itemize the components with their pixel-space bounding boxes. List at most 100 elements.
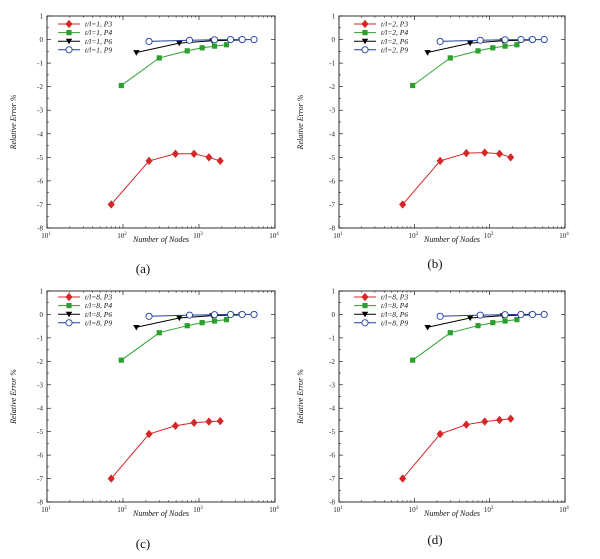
- legend-label: t/l=8, P9: [85, 318, 112, 327]
- data-point: [540, 36, 548, 44]
- series-line: [402, 152, 511, 205]
- data-point: [226, 36, 235, 44]
- x-tick-exponent: 4: [566, 232, 569, 237]
- data-point: [410, 82, 416, 89]
- data-point: [205, 153, 213, 162]
- y-tick-label: 1: [40, 13, 44, 21]
- plot-frame: [46, 290, 276, 503]
- y-tick-label: -2: [329, 83, 335, 91]
- y-tick-label: -7: [37, 201, 43, 209]
- y-axis-label: Relative Error %: [296, 369, 305, 425]
- data-point: [118, 82, 124, 89]
- y-tick-label: -5: [329, 154, 335, 162]
- x-tick-exponent: 2: [124, 232, 127, 237]
- x-tick-label: 103: [193, 506, 203, 514]
- data-point: [436, 312, 444, 320]
- legend-marker: [65, 46, 73, 54]
- series-square: [118, 317, 230, 363]
- x-tick-exponent: 3: [491, 232, 494, 237]
- data-point: [481, 417, 489, 426]
- data-point: [133, 324, 140, 331]
- y-tick-label: -5: [37, 428, 43, 436]
- x-tick-exponent: 2: [124, 506, 127, 511]
- data-point: [250, 310, 258, 318]
- series-circle: [436, 36, 548, 45]
- y-tick-label: -4: [37, 405, 43, 413]
- x-tick-label: 103: [484, 232, 494, 240]
- legend-label: t/l=1, P9: [85, 45, 112, 54]
- legend-marker: [361, 46, 369, 54]
- panel-caption: (b): [427, 256, 442, 271]
- series-line: [402, 418, 511, 479]
- legend-label: t/l=1, P4: [85, 28, 112, 37]
- data-point: [447, 55, 453, 61]
- data-point: [216, 156, 224, 166]
- y-tick-label: -4: [329, 405, 335, 413]
- panel-caption: (a): [136, 261, 150, 276]
- data-point: [133, 50, 140, 56]
- data-point: [514, 42, 520, 48]
- x-tick-label: 102: [409, 232, 419, 240]
- legend-marker: [66, 303, 72, 309]
- series-diamond: [107, 416, 224, 483]
- legend-marker: [362, 30, 368, 36]
- data-point: [145, 429, 153, 439]
- data-point: [156, 330, 162, 336]
- legend-marker: [361, 292, 369, 302]
- x-axis-label: Number of Nodes: [423, 235, 480, 244]
- data-point: [424, 50, 431, 56]
- legend-label: t/l=2, P9: [381, 45, 408, 54]
- data-point: [226, 310, 235, 318]
- data-point: [481, 148, 489, 157]
- data-point: [176, 40, 183, 47]
- y-tick-label: -3: [37, 107, 43, 115]
- x-tick-exponent: 4: [566, 506, 569, 511]
- y-tick-label: 0: [40, 311, 44, 319]
- x-tick-exponent: 1: [48, 232, 51, 237]
- plot-frame: [46, 15, 276, 229]
- y-tick-label: -1: [37, 60, 43, 68]
- series-diamond: [399, 414, 515, 483]
- data-point: [410, 357, 416, 363]
- y-tick-label: -1: [37, 334, 43, 342]
- data-point: [211, 318, 218, 324]
- panel-caption: (c): [136, 536, 150, 551]
- data-point: [514, 317, 520, 323]
- y-tick-label: -6: [329, 452, 335, 460]
- x-tick-exponent: 2: [416, 506, 419, 511]
- legend-marker: [65, 311, 73, 318]
- data-point: [156, 55, 162, 61]
- series-diamond: [107, 149, 224, 209]
- data-point: [176, 315, 183, 322]
- data-point: [223, 42, 230, 48]
- series-circle: [145, 310, 258, 320]
- legend-label: t/l=2, P3: [381, 20, 408, 29]
- x-tick-exponent: 1: [340, 232, 343, 237]
- x-tick-label: 101: [333, 506, 343, 514]
- y-tick-label: -8: [37, 225, 43, 233]
- x-tick-label: 101: [41, 506, 51, 514]
- y-tick-label: -7: [329, 201, 335, 209]
- data-point: [210, 36, 219, 44]
- series-circle: [436, 310, 548, 320]
- series-square: [410, 317, 520, 363]
- y-tick-label: -6: [37, 452, 43, 460]
- y-tick-label: -3: [37, 381, 43, 389]
- y-axis-label: Relative Error %: [9, 94, 18, 150]
- data-point: [107, 200, 115, 209]
- data-point: [238, 36, 246, 44]
- data-point: [118, 357, 124, 363]
- series-line: [427, 314, 532, 328]
- y-tick-label: -3: [329, 381, 335, 389]
- y-tick-label: 0: [40, 36, 44, 44]
- legend-marker: [65, 19, 73, 29]
- legend-label: t/l=1, P3: [85, 20, 112, 29]
- data-point: [211, 43, 218, 49]
- legend-marker: [361, 319, 369, 327]
- legend-label: t/l=8, P3: [381, 293, 408, 302]
- series-line: [110, 420, 221, 479]
